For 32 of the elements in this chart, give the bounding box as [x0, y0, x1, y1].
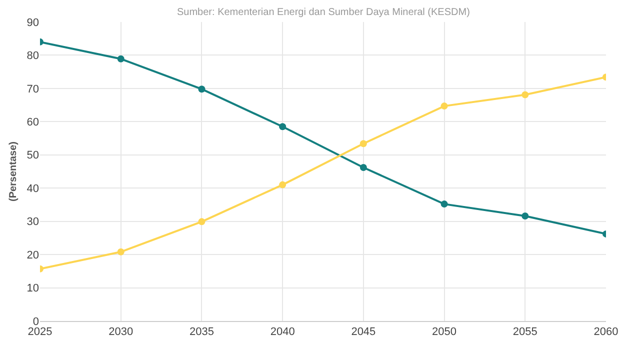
point	[117, 248, 124, 256]
point	[198, 86, 206, 93]
chart-subtitle: Sumber: Kementerian Energi dan Sumber Daya Mineral (KESDM)	[177, 7, 470, 18]
y-tick-label: 70	[26, 83, 39, 96]
y-tick-label: 60	[26, 116, 39, 129]
point	[279, 181, 286, 188]
point	[360, 140, 367, 148]
x-tick-label: 2040	[270, 326, 295, 338]
y-tick-label: 80	[26, 50, 39, 62]
y-tick-label: 50	[26, 150, 39, 162]
y-tick-label: 40	[26, 182, 39, 195]
y-axis-title: (Persentase)	[8, 141, 19, 202]
y-tick-label: 0	[32, 316, 39, 328]
y-tick-label: 90	[26, 16, 39, 29]
y-tick-label: 20	[26, 249, 39, 262]
x-tick-label: 2035	[189, 326, 214, 338]
y-tick-label: 30	[26, 216, 39, 228]
point	[440, 200, 448, 208]
point	[198, 218, 206, 226]
point	[522, 91, 529, 98]
x-tick-label: 2025	[28, 326, 52, 338]
point	[279, 123, 286, 130]
x-tick-label: 2045	[351, 326, 376, 338]
x-tick-label: 2050	[432, 326, 457, 338]
x-tick-label: 2055	[512, 326, 538, 338]
x-tick-label: 2060	[594, 326, 618, 338]
point	[360, 164, 367, 172]
point	[117, 55, 124, 62]
y-tick-label: 10	[26, 282, 39, 295]
x-tick-label: 2030	[108, 326, 134, 338]
point	[522, 212, 529, 220]
point	[440, 102, 448, 110]
